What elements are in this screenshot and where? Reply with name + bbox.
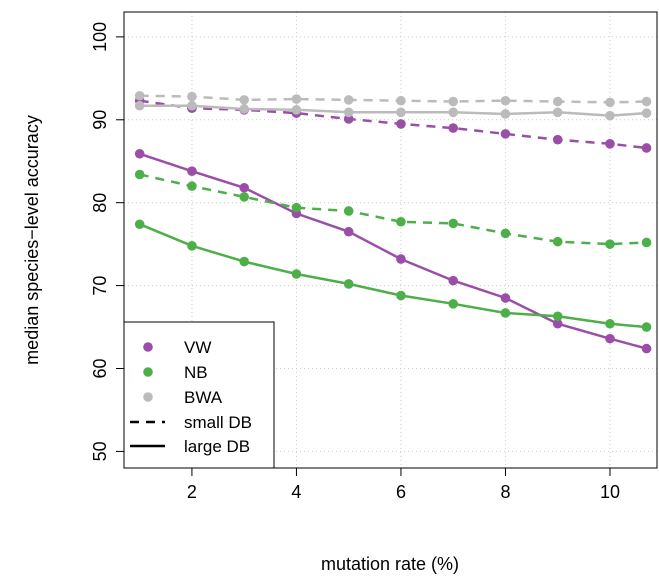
data-point-vw xyxy=(552,134,563,145)
data-point-bwa xyxy=(187,91,197,102)
data-point-bwa xyxy=(343,107,354,118)
legend: VW NB BWA small DB large DB xyxy=(123,321,275,469)
data-point-bwa xyxy=(500,95,511,106)
data-point-nb xyxy=(552,236,563,247)
data-point-bwa xyxy=(605,110,615,121)
data-point-nb xyxy=(500,228,511,239)
legend-point-vw xyxy=(143,342,153,352)
data-point-nb xyxy=(239,256,249,267)
data-point-nb xyxy=(448,218,459,229)
x-tick-label: 2 xyxy=(187,482,197,502)
y-tick-label: 70 xyxy=(90,276,110,296)
data-point-bwa xyxy=(291,105,302,115)
data-point-nb xyxy=(605,318,615,329)
plot-frame xyxy=(123,11,658,469)
series-line-bwa-large-db xyxy=(139,104,647,117)
data-point-bwa xyxy=(448,107,459,118)
data-point-nb xyxy=(552,311,563,322)
y-tick-label: 50 xyxy=(90,441,110,461)
data-point-nb xyxy=(187,241,197,251)
data-point-bwa xyxy=(396,95,406,106)
data-point-bwa xyxy=(239,95,249,105)
y-tick-label: 100 xyxy=(90,22,110,52)
data-point-vw xyxy=(187,166,197,176)
data-point-vw xyxy=(641,343,652,354)
legend-label: BWA xyxy=(184,388,223,407)
data-point-nb xyxy=(291,202,302,213)
legend-label: large DB xyxy=(184,437,250,456)
x-axis-label: mutation rate (%) xyxy=(321,554,459,574)
y-tick-label: 80 xyxy=(90,193,110,213)
data-point-bwa xyxy=(641,96,652,107)
data-point-vw xyxy=(448,123,459,133)
legend-label: small DB xyxy=(184,413,252,432)
data-point-bwa xyxy=(134,90,145,101)
data-points xyxy=(134,90,652,354)
legend-label: VW xyxy=(184,338,211,357)
data-point-bwa xyxy=(239,104,249,114)
data-point-nb xyxy=(343,279,354,289)
data-point-vw xyxy=(239,182,249,193)
data-point-nb xyxy=(239,192,249,202)
series-lines xyxy=(139,94,647,350)
data-point-nb xyxy=(641,237,652,248)
series-line-vw-large-db xyxy=(139,152,647,350)
data-point-bwa xyxy=(448,96,459,107)
x-tick-label: 6 xyxy=(396,482,406,502)
y-axis-label: median species−level accuracy xyxy=(22,115,42,365)
data-point-nb xyxy=(134,169,145,180)
data-point-vw xyxy=(552,318,563,329)
data-point-vw xyxy=(500,293,511,303)
legend-point-nb xyxy=(143,367,153,377)
data-point-vw xyxy=(605,139,615,149)
data-point-bwa xyxy=(291,94,302,104)
x-axis: 2 4 6 8 10 xyxy=(187,468,620,502)
series-line-nb-large-db xyxy=(139,223,647,329)
data-point-bwa xyxy=(641,108,652,118)
data-point-bwa xyxy=(343,95,354,105)
x-tick-label: 4 xyxy=(291,482,301,502)
data-point-nb xyxy=(641,322,652,332)
data-point-vw xyxy=(343,114,354,124)
data-point-bwa xyxy=(134,100,145,111)
data-point-vw xyxy=(641,143,652,153)
series-line-bwa-small-db xyxy=(139,94,647,104)
y-axis: 50 60 70 80 90 100 xyxy=(90,22,124,461)
legend-point-bwa xyxy=(143,392,153,402)
data-point-nb xyxy=(134,219,145,230)
y-tick-label: 60 xyxy=(90,358,110,378)
x-tick-label: 8 xyxy=(500,482,510,502)
data-point-nb xyxy=(396,290,406,301)
data-point-vw xyxy=(396,119,406,129)
data-point-nb xyxy=(500,308,511,318)
data-point-vw xyxy=(448,275,459,286)
data-point-nb xyxy=(187,181,197,191)
x-tick-label: 10 xyxy=(600,482,620,502)
data-point-vw xyxy=(605,333,615,344)
data-point-vw xyxy=(343,226,354,237)
data-point-bwa xyxy=(552,107,563,118)
y-tick-label: 90 xyxy=(90,110,110,130)
data-point-nb xyxy=(448,299,459,309)
data-point-vw xyxy=(396,254,406,264)
data-point-vw xyxy=(500,129,511,139)
data-point-bwa xyxy=(605,97,615,108)
data-point-nb xyxy=(396,216,406,227)
data-point-nb xyxy=(291,269,302,279)
legend-label: NB xyxy=(184,363,208,382)
data-point-bwa xyxy=(500,109,511,119)
data-point-nb xyxy=(605,239,615,249)
data-point-bwa xyxy=(396,107,406,118)
data-point-nb xyxy=(343,206,354,216)
data-point-vw xyxy=(134,148,145,159)
data-point-bwa xyxy=(552,96,563,107)
data-point-bwa xyxy=(187,100,197,111)
series-line-nb-small-db xyxy=(139,173,647,246)
